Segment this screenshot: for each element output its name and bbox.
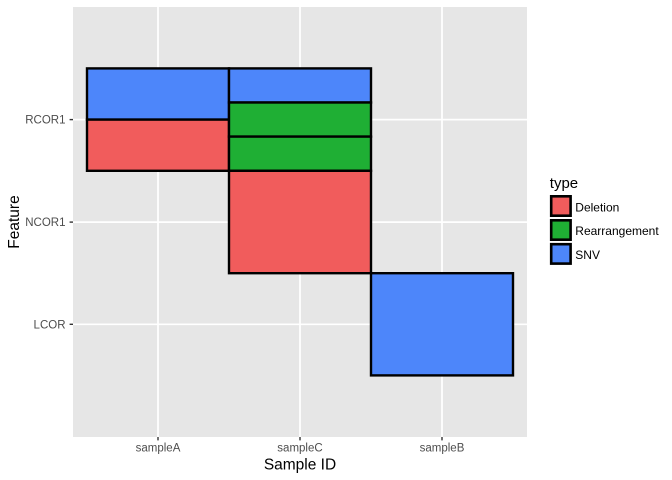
- svg-text:type: type: [550, 175, 578, 192]
- svg-text:RCOR1: RCOR1: [25, 115, 65, 127]
- svg-text:NCOR1: NCOR1: [25, 217, 65, 229]
- svg-text:sampleC: sampleC: [277, 443, 322, 455]
- svg-text:SNV: SNV: [575, 248, 600, 262]
- svg-text:Rearrangement: Rearrangement: [575, 224, 659, 238]
- svg-text:LCOR: LCOR: [34, 319, 66, 331]
- svg-text:Sample ID: Sample ID: [264, 457, 336, 474]
- svg-text:Deletion: Deletion: [575, 200, 619, 214]
- svg-text:sampleA: sampleA: [136, 443, 181, 455]
- svg-text:sampleB: sampleB: [420, 443, 465, 455]
- svg-text:Feature: Feature: [6, 195, 23, 248]
